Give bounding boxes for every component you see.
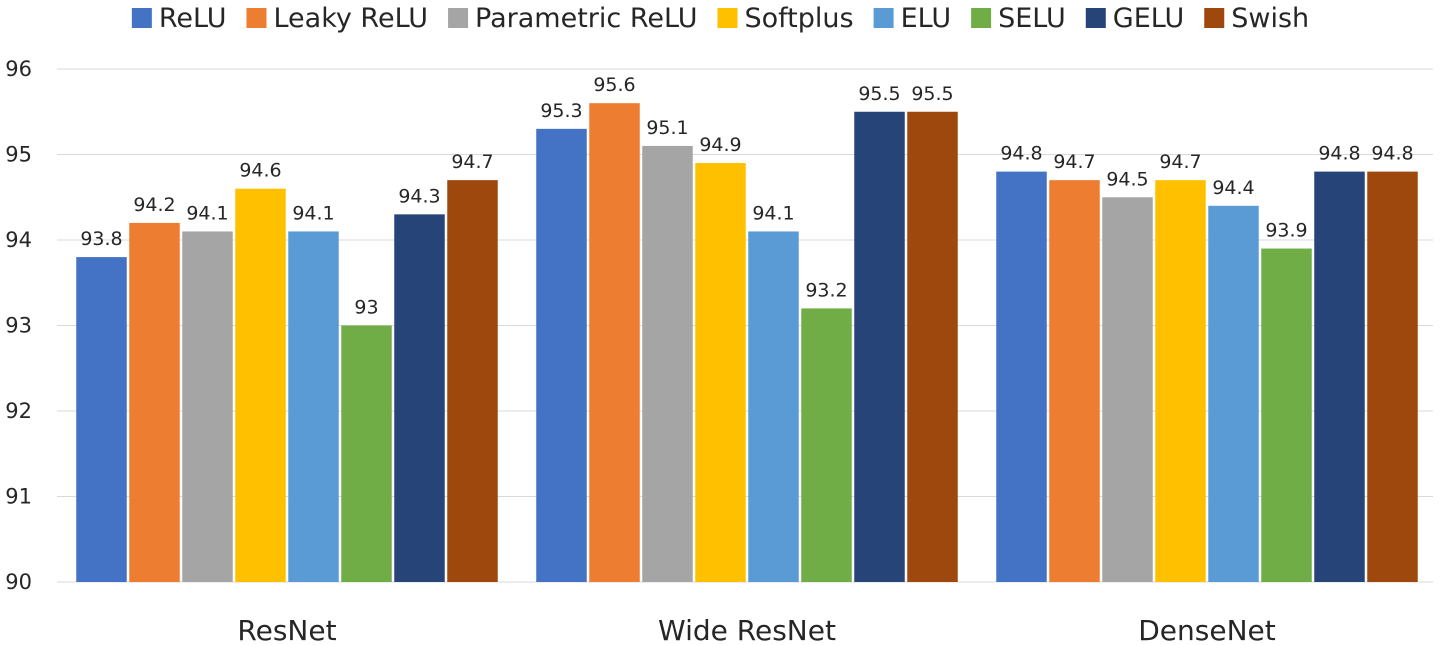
legend-label: Leaky ReLU (273, 3, 428, 34)
bar (288, 231, 339, 582)
data-label: 93.2 (805, 279, 847, 301)
data-label: 95.6 (593, 74, 635, 96)
bar (1049, 180, 1100, 582)
bar (394, 214, 445, 582)
bar (854, 111, 905, 582)
data-labels: 93.8 94.2 94.1 94.6 94.1 93 94.3 94.7 95.3 95.6 95… (80, 74, 1413, 318)
bar (1155, 180, 1206, 582)
bar (695, 163, 746, 583)
y-tick-label: 96 (5, 57, 32, 81)
x-category-label: ResNet (237, 614, 336, 645)
legend-label: GELU (1113, 3, 1184, 34)
y-axis-ticks: 90 91 92 93 94 95 96 (5, 57, 32, 594)
bar (1314, 171, 1365, 582)
chart-legend: ReLU Leaky ReLU Parametric ReLU Softplus ELU… (131, 3, 1309, 34)
legend-swatch (131, 8, 152, 28)
bars (76, 103, 1418, 583)
data-label: 94.5 (1106, 168, 1148, 190)
data-label: 95.5 (911, 83, 953, 105)
data-label: 93.9 (1265, 220, 1307, 242)
legend-label: Softplus (744, 3, 853, 34)
data-label: 94.7 (451, 151, 493, 173)
data-label: 95.1 (646, 117, 688, 139)
data-label: 94.9 (699, 134, 741, 156)
bar (129, 222, 180, 582)
legend-label: ELU (901, 3, 952, 34)
data-label: 93 (354, 297, 378, 319)
legend-swatch (971, 8, 992, 28)
data-label: 94.3 (398, 185, 440, 207)
legend-swatch (448, 8, 469, 28)
bar (748, 231, 799, 582)
data-label: 94.7 (1159, 151, 1201, 173)
legend-swatch (873, 8, 894, 28)
data-label: 93.8 (80, 228, 122, 250)
bar (235, 188, 286, 582)
bar (996, 171, 1047, 582)
legend-label: Parametric ReLU (475, 3, 697, 34)
legend-label: Swish (1231, 3, 1309, 34)
bar (801, 308, 852, 582)
y-tick-label: 95 (5, 143, 32, 167)
data-label: 94.6 (239, 160, 281, 182)
bar (1367, 171, 1418, 582)
legend-label: SELU (998, 3, 1066, 34)
data-label: 94.2 (133, 194, 175, 216)
bar (341, 325, 392, 582)
y-tick-label: 94 (5, 228, 32, 252)
bar (182, 231, 233, 582)
data-label: 95.3 (540, 100, 582, 122)
y-tick-label: 90 (5, 570, 32, 594)
data-label: 94.1 (292, 202, 334, 224)
legend-swatch (717, 8, 738, 28)
x-category-label: Wide ResNet (658, 614, 836, 645)
legend-swatch (1085, 8, 1106, 28)
data-label: 94.8 (1318, 143, 1360, 165)
bar (447, 180, 498, 582)
data-label: 94.8 (1371, 143, 1413, 165)
y-tick-label: 93 (5, 314, 32, 338)
bar (536, 128, 587, 582)
bar (907, 111, 958, 582)
data-label: 95.5 (858, 83, 900, 105)
data-label: 94.1 (752, 202, 794, 224)
x-axis-categories: ResNet Wide ResNet DenseNet (237, 614, 1275, 645)
data-label: 94.7 (1053, 151, 1095, 173)
bar (76, 257, 127, 582)
legend-label: ReLU (159, 3, 227, 34)
data-label: 94.8 (1000, 143, 1042, 165)
legend-swatch (246, 8, 267, 28)
data-label: 94.4 (1212, 177, 1254, 199)
y-tick-label: 92 (5, 399, 32, 423)
bar (642, 145, 693, 582)
bar (1208, 205, 1259, 583)
bar (1261, 248, 1312, 583)
legend-swatch (1204, 8, 1225, 28)
x-category-label: DenseNet (1138, 614, 1276, 645)
y-tick-label: 91 (5, 485, 32, 509)
bar (1102, 197, 1153, 582)
data-label: 94.1 (186, 202, 228, 224)
bar (589, 103, 640, 582)
